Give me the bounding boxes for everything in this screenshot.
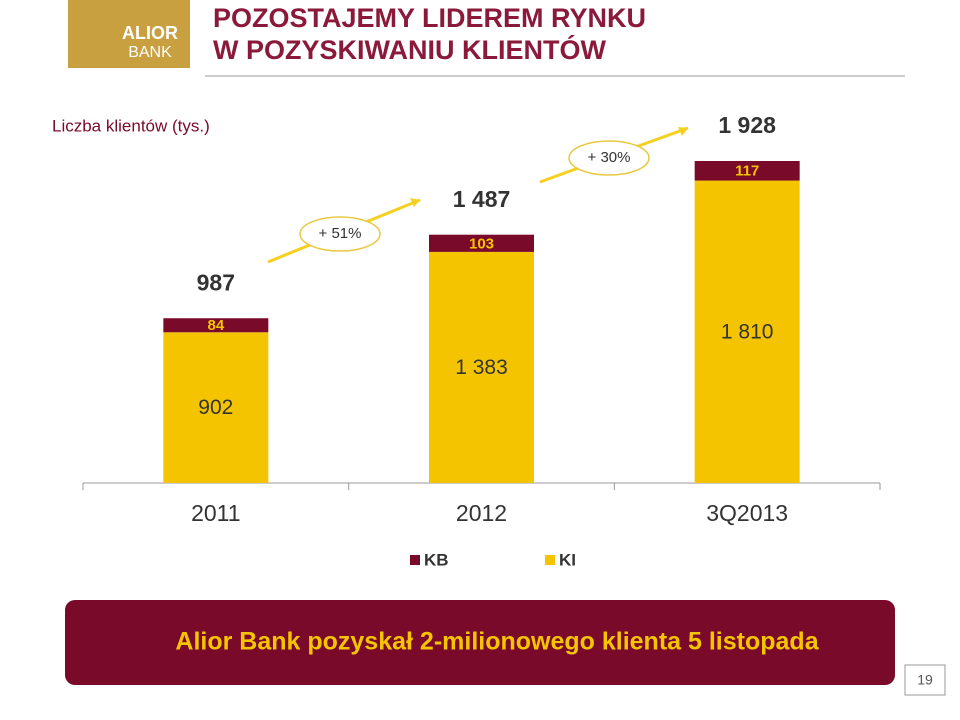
x-tick-label: 2012 — [456, 500, 507, 526]
annotation: + 30% — [588, 149, 631, 166]
data-label: 902 — [198, 396, 233, 419]
title: W POZYSKIWANIU KLIENTÓW — [213, 34, 606, 65]
bar-segment — [429, 251, 534, 483]
bar-segment — [694, 161, 800, 181]
logo-text: ALIOR — [122, 23, 178, 43]
data-label: 117 — [735, 163, 759, 180]
data-label: 1 810 — [721, 320, 774, 343]
bar-segment — [163, 332, 269, 483]
legend-label: KB — [424, 550, 449, 569]
data-label: 1 383 — [455, 356, 508, 379]
bar-segment — [163, 318, 269, 333]
legend-label: KI — [559, 550, 576, 569]
data-label: 84 — [207, 317, 224, 334]
legend-swatch — [410, 555, 420, 565]
x-tick-label: 2011 — [191, 500, 240, 526]
total-label: 987 — [197, 269, 235, 295]
subtitle: Liczba klientów (tys.) — [52, 116, 210, 135]
logo-box — [68, 0, 190, 68]
arrow-head — [410, 198, 420, 207]
arrow-head — [678, 127, 688, 136]
total-label: 1 487 — [453, 186, 511, 212]
total-label: 1 928 — [718, 112, 776, 138]
banner — [65, 600, 895, 685]
annotation: + 51% — [319, 225, 362, 242]
title: POZOSTAJEMY LIDEREM RYNKU — [213, 3, 646, 33]
x-tick-label: 3Q2013 — [706, 500, 788, 526]
bar-segment — [694, 180, 800, 483]
annotation-bubble — [299, 216, 381, 252]
page-number: 19 — [917, 672, 933, 688]
logo-text: BANK — [128, 44, 172, 61]
bar-segment — [429, 234, 534, 252]
data-label: 103 — [469, 235, 494, 252]
page-number-box — [904, 664, 946, 696]
banner-text: Alior Bank pozyskał 2-milionowego klient… — [175, 628, 819, 656]
legend-swatch — [545, 555, 555, 565]
annotation-bubble — [568, 140, 650, 176]
